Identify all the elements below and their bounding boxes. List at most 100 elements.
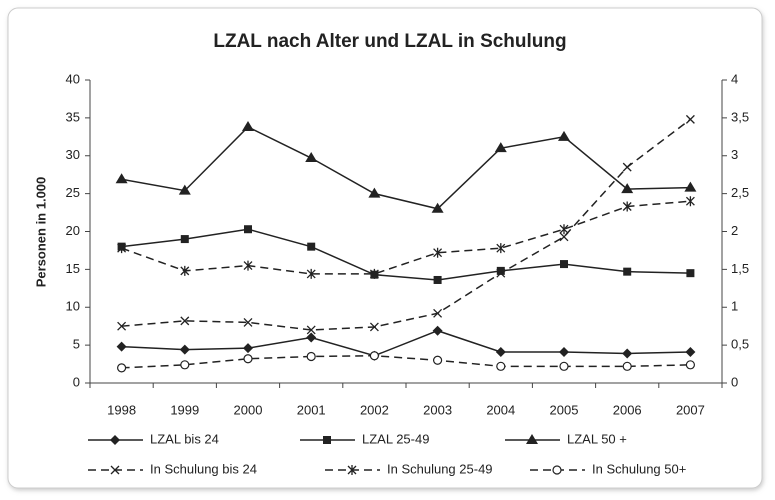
series-line: [121, 118, 691, 331]
marker: [116, 363, 127, 373]
marker: [685, 346, 696, 357]
x-tick-label: 2004: [486, 402, 515, 417]
series-line: [121, 329, 691, 357]
marker: [306, 332, 317, 343]
y-tick-label: 25: [66, 185, 80, 200]
marker: [496, 243, 506, 254]
marker: [686, 269, 695, 278]
marker: [495, 346, 506, 357]
marker: [179, 344, 190, 355]
marker: [180, 316, 190, 326]
marker: [559, 224, 569, 235]
x-tick-label: 2006: [613, 402, 642, 417]
marker: [368, 187, 381, 198]
marker: [494, 142, 507, 153]
y2-tick-label: 2,5: [731, 185, 749, 200]
marker: [117, 243, 127, 254]
marker: [685, 114, 695, 124]
legend-label: LZAL 25-49: [362, 431, 429, 446]
y2-tick-label: 0,5: [731, 337, 749, 352]
marker: [243, 317, 253, 327]
legend-marker: [110, 465, 120, 475]
marker: [307, 242, 316, 251]
marker: [178, 184, 191, 195]
marker: [369, 268, 379, 279]
y-tick-label: 20: [66, 223, 80, 238]
marker: [369, 351, 379, 361]
legend-label: LZAL bis 24: [150, 431, 219, 446]
marker: [559, 346, 569, 357]
legend-marker: [347, 465, 357, 475]
y2-tick-label: 4: [731, 71, 738, 86]
marker: [622, 361, 632, 371]
series-line: [121, 200, 691, 275]
marker: [243, 260, 253, 271]
legend-marker: [323, 436, 331, 444]
y2-tick-label: 3,5: [731, 109, 749, 124]
marker: [685, 196, 695, 207]
marker: [684, 181, 697, 192]
y-tick-label: 30: [66, 147, 80, 162]
marker: [244, 225, 252, 234]
y-tick-label: 10: [66, 299, 80, 314]
marker: [180, 235, 189, 244]
marker: [116, 341, 127, 352]
marker: [306, 325, 316, 335]
legend-label: In Schulung 25-49: [387, 461, 493, 476]
series-line: [121, 228, 691, 281]
y-tick-label: 0: [73, 374, 80, 389]
marker: [432, 325, 443, 336]
marker: [559, 361, 569, 371]
y-tick-label: 35: [66, 109, 80, 124]
y2-tick-label: 1: [731, 299, 738, 314]
marker: [622, 162, 632, 172]
chart-title: LZAL nach Alter und LZAL in Schulung: [213, 31, 566, 52]
marker: [306, 351, 316, 362]
series-line: [121, 126, 691, 210]
marker: [369, 322, 379, 332]
marker: [243, 343, 253, 354]
y-tick-label: 40: [66, 71, 80, 86]
marker: [496, 361, 506, 371]
x-tick-label: 1999: [170, 402, 199, 417]
y-axis-label: Personen in 1.000: [33, 177, 48, 288]
legend-label: In Schulung 50+: [592, 461, 686, 476]
marker: [558, 130, 570, 141]
marker: [433, 308, 443, 318]
legend-marker: [526, 434, 538, 444]
marker: [622, 201, 632, 212]
marker: [243, 354, 253, 364]
marker: [431, 202, 444, 213]
marker: [117, 321, 127, 331]
legend-label: LZAL 50 +: [567, 431, 627, 446]
marker: [433, 247, 443, 258]
legend-label: In Schulung bis 24: [150, 461, 257, 476]
marker: [306, 268, 316, 279]
marker: [560, 260, 568, 269]
marker: [622, 348, 633, 359]
marker: [621, 183, 634, 194]
x-tick-label: 2007: [676, 402, 705, 417]
y2-tick-label: 0: [731, 374, 738, 389]
y2-tick-label: 3: [731, 147, 738, 162]
x-tick-label: 2005: [550, 402, 579, 417]
marker: [559, 232, 569, 242]
legend-marker: [110, 435, 120, 445]
y2-tick-label: 1,5: [731, 261, 749, 276]
marker: [433, 355, 443, 365]
y-tick-label: 5: [73, 337, 80, 352]
marker: [623, 267, 632, 276]
series-line: [121, 354, 691, 369]
marker: [496, 266, 505, 275]
panel: [7, 7, 763, 489]
marker: [305, 152, 318, 163]
marker: [685, 360, 696, 370]
x-tick-label: 2003: [423, 402, 452, 417]
y2-tick-label: 2: [731, 223, 738, 238]
marker: [180, 360, 190, 370]
marker: [433, 275, 442, 284]
x-tick-label: 1998: [107, 402, 136, 417]
x-tick-label: 2001: [297, 402, 326, 417]
marker: [242, 120, 254, 131]
